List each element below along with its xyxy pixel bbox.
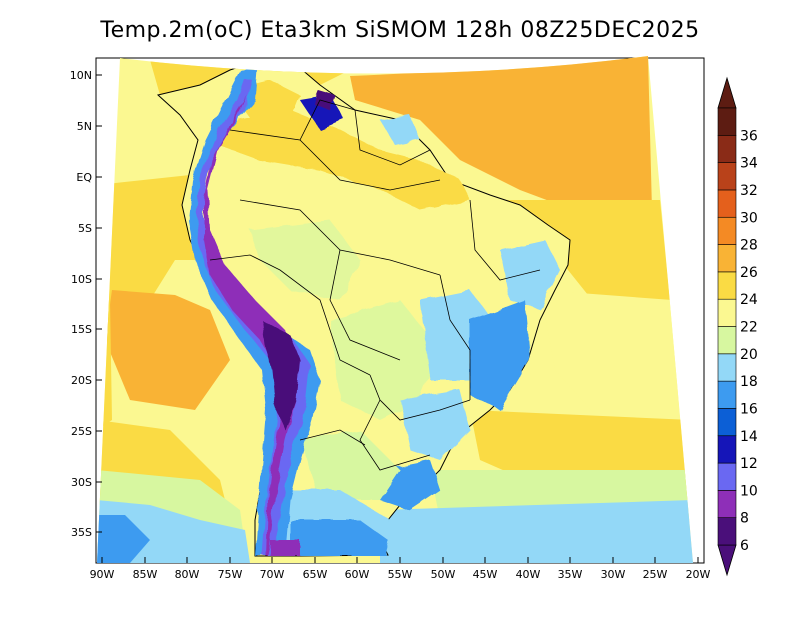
lon-label: 80W — [175, 568, 200, 581]
colorbar-swatch — [717, 517, 737, 546]
colorbar-label: 22 — [740, 320, 758, 336]
lat-label: 10S — [71, 273, 92, 286]
lon-label: 75W — [218, 568, 243, 581]
lon-label: 25W — [643, 568, 668, 581]
lat-label: 20S — [71, 374, 92, 387]
lat-label: EQ — [76, 171, 92, 184]
colorbar-label: 8 — [740, 511, 749, 527]
colorbar-label: 12 — [740, 456, 758, 472]
colorbar-swatch — [717, 380, 737, 409]
colorbar-swatch — [717, 216, 737, 245]
colorbar-swatch — [717, 271, 737, 300]
lat-label: 15S — [71, 323, 92, 336]
lon-label: 85W — [133, 568, 158, 581]
colorbar-swatch — [717, 326, 737, 355]
lon-label: 65W — [303, 568, 328, 581]
colorbar-swatch — [717, 135, 737, 163]
colorbar-label: 32 — [740, 183, 758, 199]
colorbar-label: 30 — [740, 210, 758, 226]
page-title: Temp.2m(oC) Eta3km SiSMOM 128h 08Z25DEC2… — [100, 18, 700, 43]
colorbar-swatch — [717, 490, 737, 518]
latitude-labels: 10N 5N EQ 5S 10S 15S 20S 25S 30S 35S — [70, 69, 93, 539]
colorbar-swatch — [717, 244, 737, 273]
lat-label: 25S — [71, 425, 92, 438]
lon-label: 70W — [260, 568, 285, 581]
lon-label: 20W — [686, 568, 711, 581]
colorbar-swatch — [717, 462, 737, 491]
longitude-labels: 90W 85W 80W 75W 70W 65W 60W 55W 50W 45W … — [90, 568, 711, 581]
lon-label: 30W — [601, 568, 626, 581]
colorbar-label: 24 — [740, 292, 758, 308]
colorbar-swatch — [717, 353, 737, 382]
colorbar-cap-high — [717, 76, 737, 109]
colorbar-label: 16 — [740, 401, 758, 417]
colorbar-label: 20 — [740, 347, 758, 363]
colorbar-label: 10 — [740, 483, 758, 499]
country-borders — [209, 99, 541, 471]
lat-label: 10N — [70, 69, 92, 82]
colorbar-label: 36 — [740, 128, 758, 144]
colorbar: 6 8 10 12 14 16 18 20 22 24 26 28 30 32 34 36 — [717, 76, 758, 577]
colorbar-label: 18 — [740, 374, 758, 390]
colorbar-cap-low — [717, 544, 737, 577]
colorbar-swatch — [717, 162, 737, 191]
colorbar-label: 6 — [740, 538, 749, 554]
lon-label: 45W — [473, 568, 498, 581]
lon-label: 40W — [516, 568, 541, 581]
lon-label: 55W — [388, 568, 413, 581]
lon-label: 35W — [558, 568, 583, 581]
colorbar-label: 28 — [740, 238, 758, 254]
colorbar-label: 26 — [740, 265, 758, 281]
lat-label: 5S — [78, 222, 92, 235]
lon-label: 50W — [431, 568, 456, 581]
colorbar-label: 34 — [740, 156, 758, 172]
colorbar-label: 14 — [740, 429, 758, 445]
colorbar-swatch — [717, 298, 737, 327]
lon-label: 60W — [345, 568, 370, 581]
lat-label: 5N — [77, 120, 92, 133]
lat-label: 30S — [71, 476, 92, 489]
colorbar-swatch — [717, 435, 737, 464]
lat-label: 35S — [71, 526, 92, 539]
colorbar-swatch — [717, 408, 737, 437]
axis-ticks — [96, 74, 699, 563]
colorbar-swatch — [717, 107, 737, 136]
lon-label: 90W — [90, 568, 115, 581]
temperature-field — [97, 56, 693, 563]
colorbar-swatch — [717, 189, 737, 218]
